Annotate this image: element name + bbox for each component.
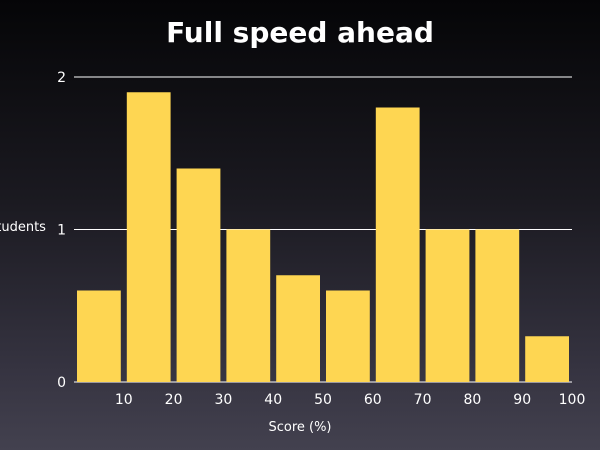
y-tick-label-0: 0 (57, 375, 66, 391)
x-tick-label-100: 100 (559, 392, 586, 408)
bar-60-70 (375, 107, 420, 382)
y-axis-ticks: 0 1 2 (57, 70, 66, 391)
bar-90-100 (525, 336, 569, 382)
bars (77, 92, 569, 382)
x-tick-label-70: 70 (414, 392, 432, 408)
bar-0-10 (77, 290, 121, 382)
bar-20-30 (176, 168, 221, 382)
x-tick-label-50: 50 (314, 392, 332, 408)
x-tick-label-80: 80 (463, 392, 481, 408)
x-tick-label-60: 60 (364, 392, 382, 408)
bar-30-40 (226, 229, 271, 382)
y-tick-label-2: 2 (57, 70, 66, 86)
x-tick-label-90: 90 (513, 392, 531, 408)
bar-10-20 (126, 92, 171, 382)
x-axis-ticks: 10 20 30 40 50 60 70 80 90 100 (115, 392, 585, 408)
bar-80-90 (475, 229, 520, 382)
x-tick-label-20: 20 (165, 392, 183, 408)
y-tick-label-1: 1 (57, 223, 66, 239)
x-axis-label: Score (%) (268, 420, 331, 435)
x-tick-label-10: 10 (115, 392, 133, 408)
chart-title: Full speed ahead (166, 16, 434, 49)
bar-50-60 (326, 290, 370, 382)
bar-70-80 (425, 229, 470, 382)
x-tick-label-40: 40 (264, 392, 282, 408)
bar-40-50 (276, 275, 320, 382)
y-axis-label: Students (0, 220, 46, 235)
x-tick-label-30: 30 (214, 392, 232, 408)
